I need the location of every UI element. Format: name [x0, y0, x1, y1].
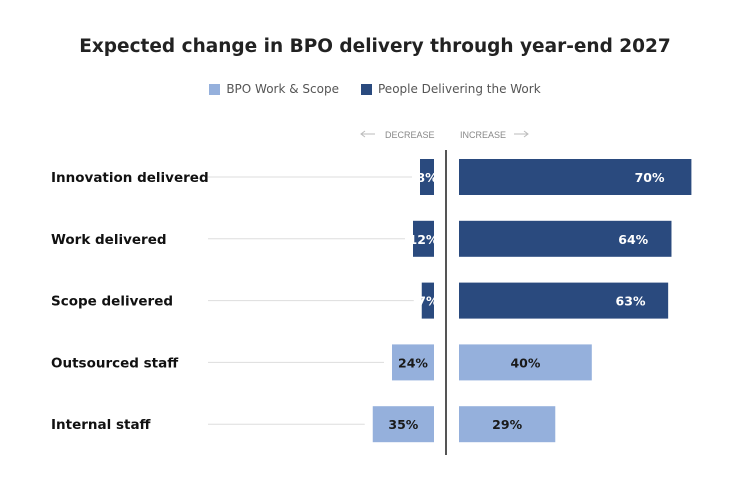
decrease-value-innovation-delivered: 8%	[416, 170, 438, 185]
increase-bar-innovation-delivered	[459, 159, 692, 195]
category-label-work-delivered: Work delivered	[51, 232, 167, 248]
increase-value-work-delivered: 64%	[618, 232, 648, 247]
increase-value-scope-delivered: 63%	[616, 294, 646, 309]
decrease-value-outsourced-staff: 24%	[398, 355, 428, 370]
increase-arrow-icon	[514, 130, 529, 138]
decrease-label: DECREASE	[385, 130, 435, 140]
legend-item-people: People Delivering the Work	[361, 82, 541, 96]
increase-value-outsourced-staff: 40%	[510, 355, 540, 370]
increase-bar-outsourced-staff	[459, 344, 592, 381]
decrease-bar-internal-staff	[372, 406, 434, 443]
legend-label-bpo: BPO Work & Scope	[226, 82, 339, 96]
increase-bar-work-delivered	[459, 220, 672, 257]
decrease-bar-work-delivered	[413, 220, 434, 257]
legend-label-people: People Delivering the Work	[378, 82, 541, 96]
category-label-outsourced-staff: Outsourced staff	[51, 355, 179, 371]
decrease-value-work-delivered: 12%	[409, 232, 439, 247]
decrease-value-internal-staff: 35%	[388, 417, 418, 432]
decrease-bar-innovation-delivered	[420, 159, 434, 195]
legend-swatch-people	[361, 83, 372, 95]
increase-bar-scope-delivered	[459, 282, 669, 319]
increase-bar-internal-staff	[459, 406, 556, 443]
increase-value-innovation-delivered: 70%	[635, 170, 665, 185]
category-label-innovation-delivered: Innovation delivered	[51, 170, 209, 186]
decrease-arrow-icon	[360, 130, 375, 138]
category-label-scope-delivered: Scope delivered	[51, 294, 173, 310]
chart-title: Expected change in BPO delivery through …	[79, 36, 671, 57]
legend: BPO Work & Scope People Delivering the W…	[0, 82, 750, 96]
decrease-bar-outsourced-staff	[392, 344, 434, 381]
increase-value-internal-staff: 29%	[492, 417, 522, 432]
category-label-internal-staff: Internal staff	[51, 417, 152, 433]
decrease-bar-scope-delivered	[421, 282, 434, 319]
legend-swatch-bpo	[209, 83, 221, 95]
increase-label: INCREASE	[460, 130, 506, 140]
decrease-value-scope-delivered: 7%	[417, 294, 439, 309]
legend-item-bpo: BPO Work & Scope	[209, 82, 339, 96]
